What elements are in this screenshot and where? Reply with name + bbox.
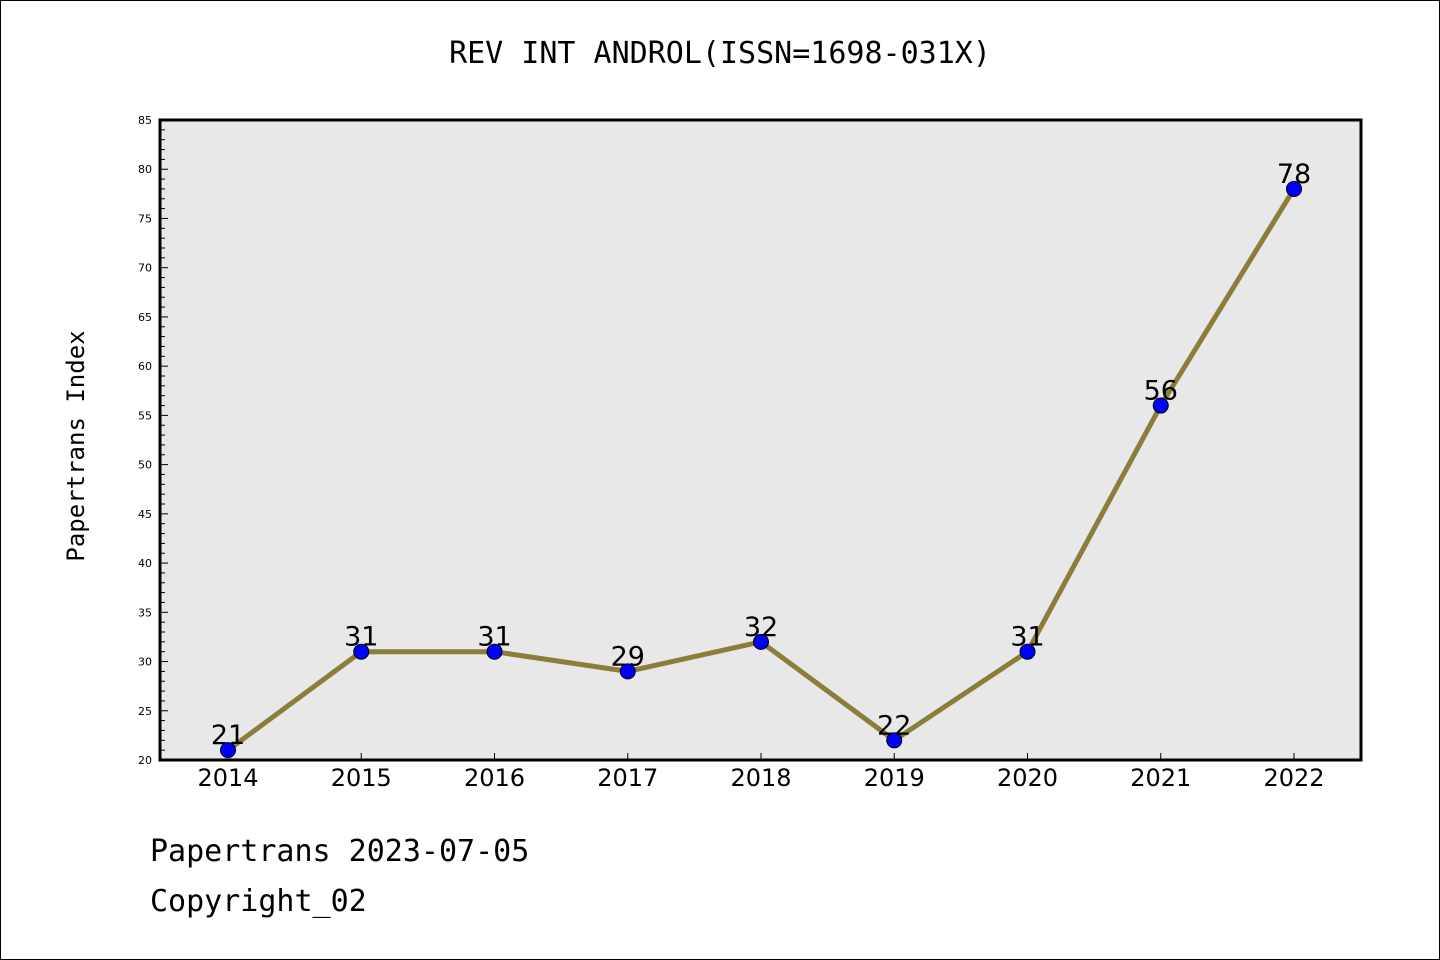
x-tick-label: 2014 [197,764,258,792]
y-tick-label: 60 [138,360,152,373]
x-tick-label: 2019 [864,764,925,792]
y-tick-label: 75 [138,212,152,225]
x-tick-label: 2022 [1263,764,1324,792]
data-label: 22 [877,710,911,741]
y-tick-label: 40 [138,557,152,570]
y-tick-label: 80 [138,163,152,176]
y-tick-label: 45 [138,508,152,521]
x-tick-label: 2016 [464,764,525,792]
data-point [1019,643,1036,660]
data-point [1286,180,1302,197]
data-label: 56 [1144,376,1178,407]
y-tick-label: 30 [138,656,152,669]
x-tick-label: 2018 [730,764,791,792]
data-point [486,643,503,660]
data-label-layer: 21 31 31 29 32 22 31 56 78 [211,159,1311,751]
y-tick-label: 25 [138,705,152,718]
x-tick-label: 2020 [997,764,1058,792]
y-tick-label: 50 [138,459,152,472]
data-point [1152,397,1169,414]
footer-date: Papertrans 2023-07-05 [150,834,530,869]
x-tick-label: 2017 [597,764,658,792]
data-label: 29 [611,641,645,672]
x-tick-label: 2021 [1130,764,1191,792]
data-point [886,732,903,749]
x-tick-label: 2015 [331,764,392,792]
y-tick-label: 65 [138,311,152,324]
y-axis-label: Papertrans Index [62,330,90,561]
data-label: 31 [344,622,378,653]
data-label: 31 [1010,622,1044,653]
y-tick-label: 35 [138,606,152,619]
x-axis: 2014 2015 2016 2017 2018 2019 2020 2021 2022 [197,753,1325,792]
y-tick-label: 55 [138,409,152,422]
data-point [353,643,370,660]
chart-title: REV INT ANDROL(ISSN=1698-031X) [449,36,991,71]
data-label: 78 [1277,159,1311,190]
series-layer [220,180,1302,759]
data-point [753,633,769,650]
data-label: 21 [211,720,245,751]
y-tick-label: 20 [138,754,152,767]
data-label: 31 [477,622,511,653]
plot-area [158,118,1363,762]
data-point [619,663,636,680]
data-label: 32 [744,612,778,643]
y-tick-label: 70 [138,262,152,275]
footer-copyright: Copyright_02 [150,884,367,919]
y-axis: 20 25 30 35 40 45 50 55 60 65 70 75 80 85 [138,114,168,767]
data-point [220,742,236,759]
y-tick-label: 85 [138,114,152,127]
